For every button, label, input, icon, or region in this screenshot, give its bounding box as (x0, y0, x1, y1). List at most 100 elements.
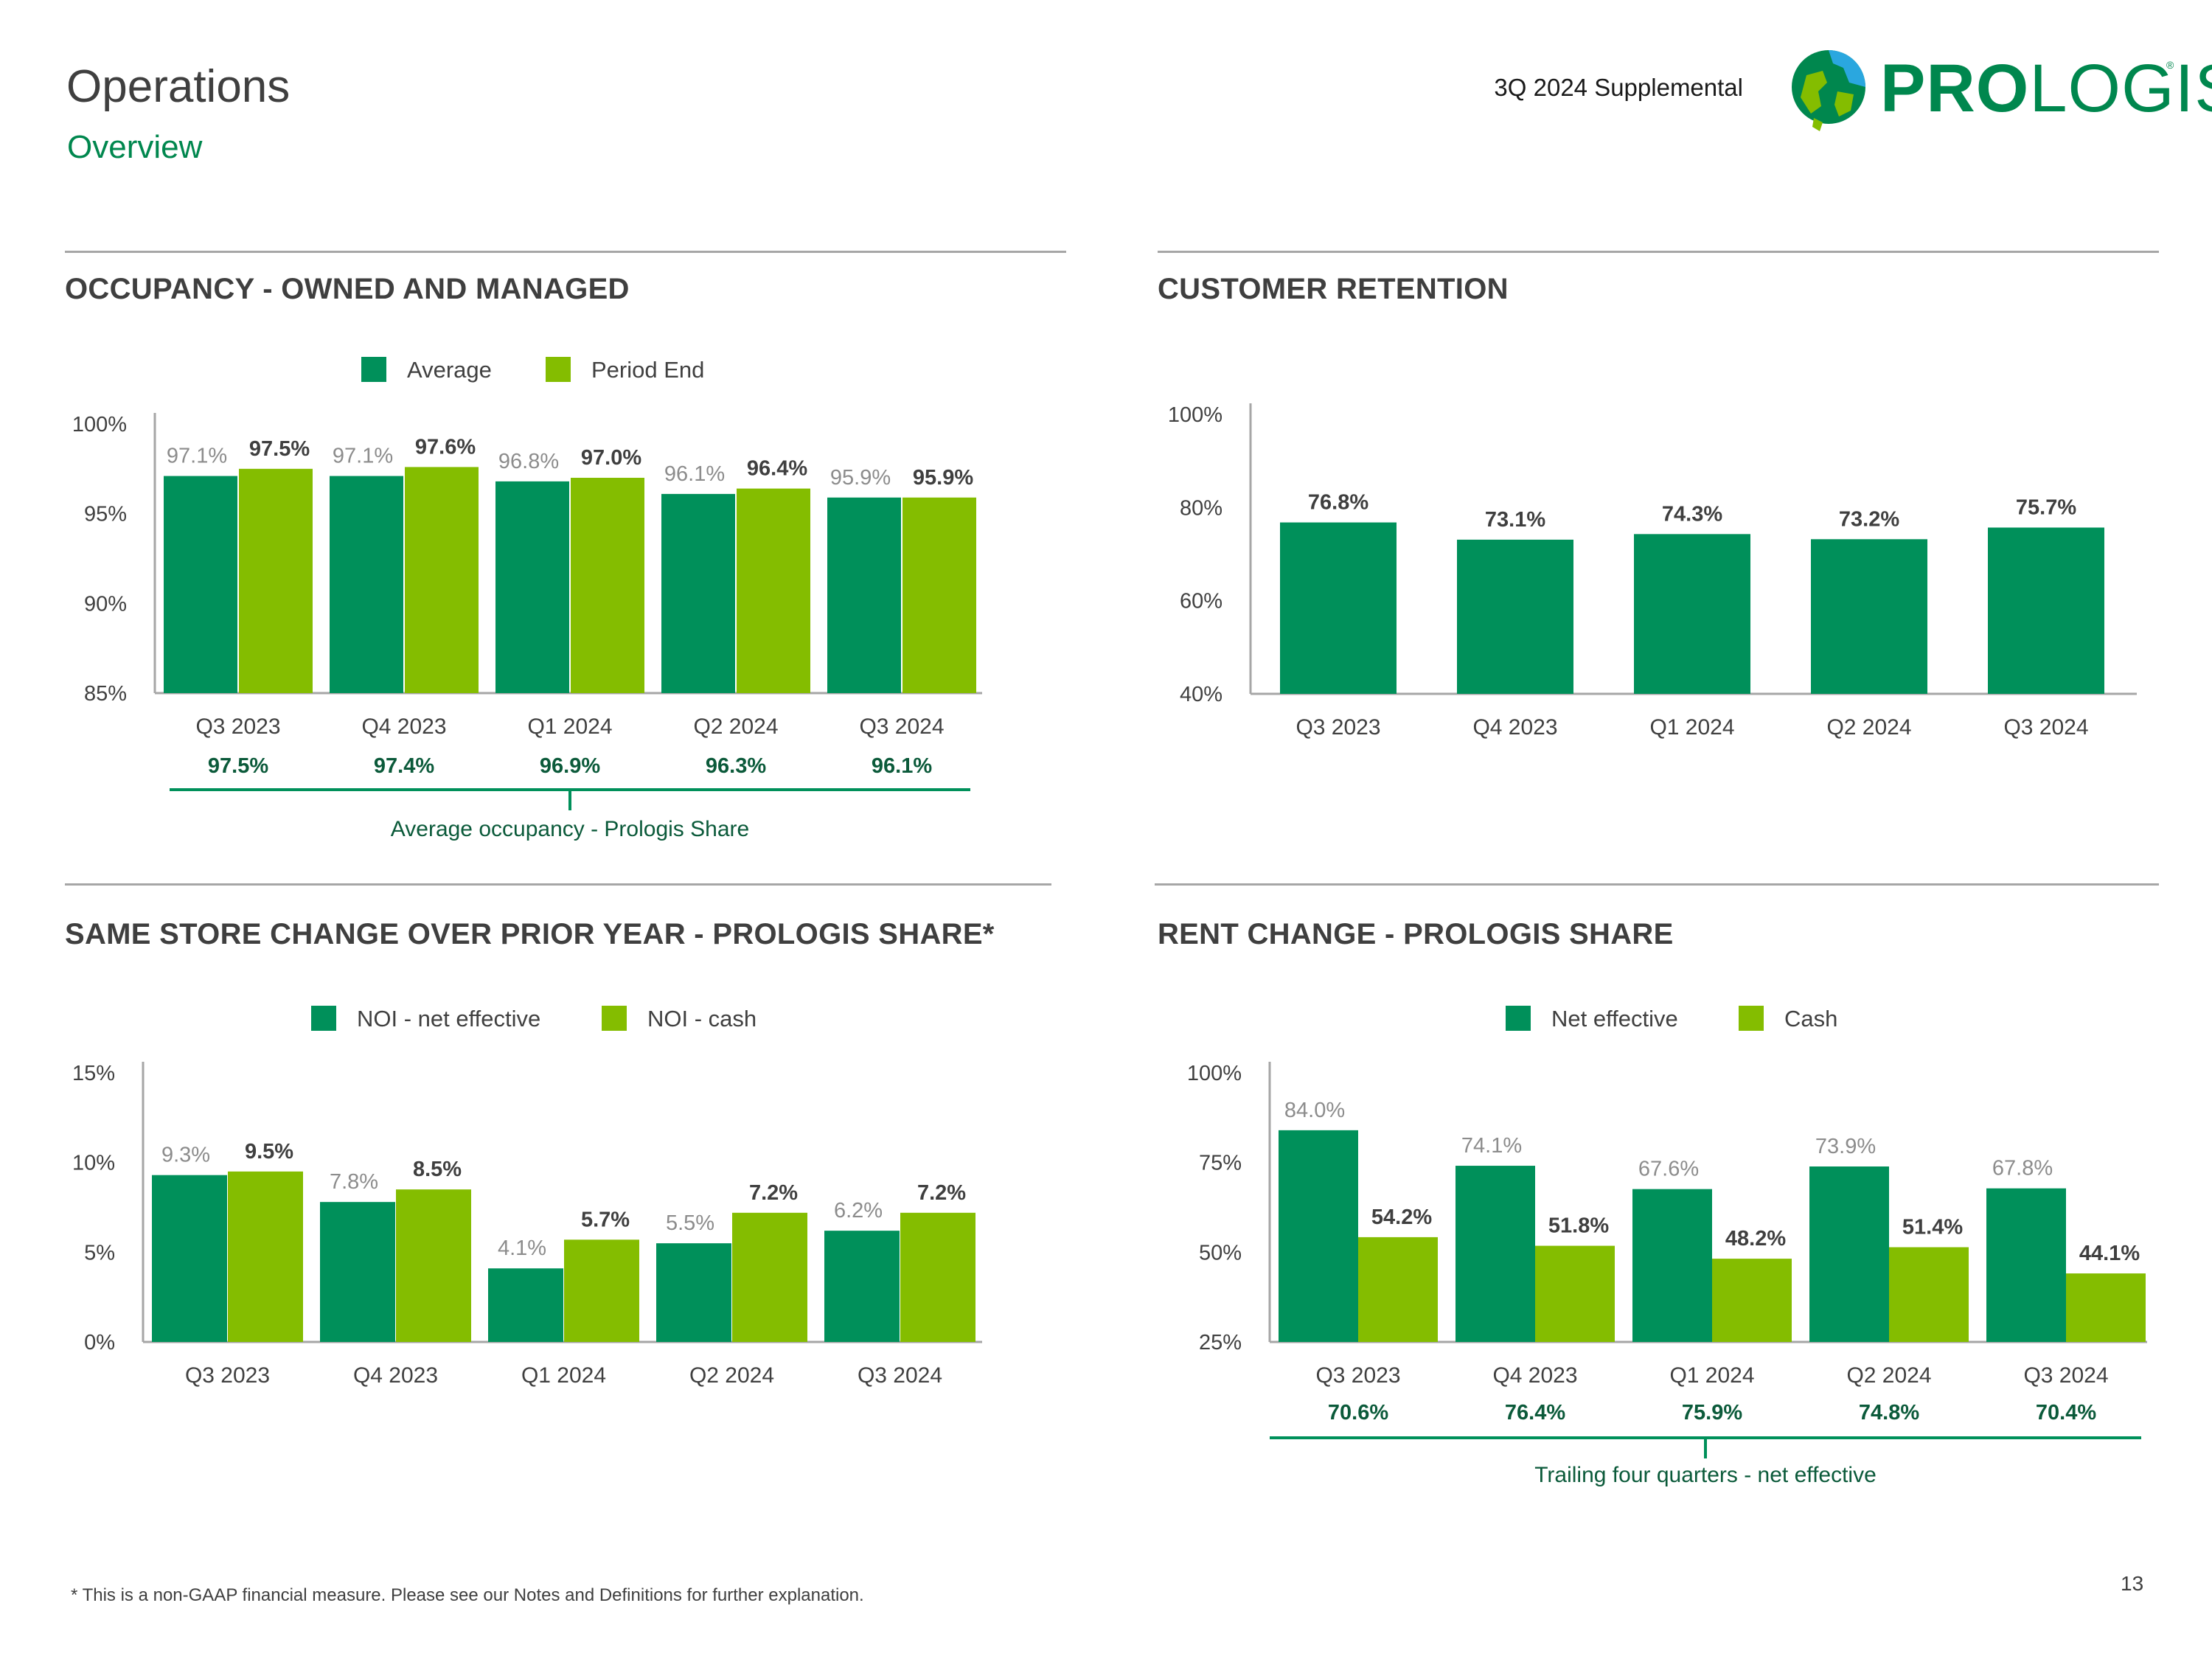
same_store-data-label: 7.8% (330, 1170, 378, 1194)
same_store-data-label: 8.5% (413, 1158, 462, 1181)
occupancy-footer-value: 96.9% (540, 754, 600, 778)
logo-wordmark: PROLOGIS (1880, 51, 2212, 126)
rent_change-footer-value: 70.4% (2036, 1401, 2096, 1425)
occupancy-x-tick-label: Q3 2023 (195, 714, 280, 739)
rent_change-data-label: 84.0% (1284, 1099, 1345, 1122)
occupancy-data-label: 97.5% (249, 437, 310, 461)
occupancy-bar (405, 467, 479, 693)
retention-x-tick-label: Q4 2023 (1472, 715, 1557, 740)
occupancy-footer-value: 96.1% (872, 754, 932, 778)
retention-x-tick-label: Q3 2023 (1295, 715, 1380, 740)
rent_change-y-tick-label: 75% (1199, 1152, 1242, 1175)
rent_change-legend-label: Net effective (1551, 1006, 1678, 1032)
occupancy-bar (571, 478, 644, 693)
occupancy-data-label: 97.1% (167, 445, 227, 468)
same_store-x-tick-label: Q4 2023 (353, 1363, 438, 1388)
same_store-bar (824, 1231, 900, 1342)
retention-y-tick-label: 60% (1180, 590, 1222, 613)
same_store-bar (656, 1243, 731, 1342)
retention-x-tick-label: Q1 2024 (1649, 715, 1734, 740)
retention-bar (1988, 527, 2104, 694)
rent_change-bar (1889, 1247, 1969, 1342)
same_store-legend-swatch (602, 1006, 627, 1031)
rent_change-data-label: 74.1% (1461, 1134, 1522, 1158)
rent_change-legend-label: Cash (1784, 1006, 1837, 1032)
logo-registered-mark: ® (2166, 59, 2174, 71)
retention-y-tick-label: 80% (1180, 496, 1222, 520)
same_store-x-tick-label: Q2 2024 (689, 1363, 774, 1388)
rent_change-data-label: 67.6% (1638, 1158, 1699, 1181)
occupancy-data-label: 97.0% (581, 446, 641, 470)
same_store-bar (228, 1171, 303, 1342)
same_store-y-tick-label: 15% (72, 1062, 115, 1085)
occupancy-bar (330, 476, 403, 693)
rent_change-data-label: 48.2% (1725, 1227, 1786, 1251)
rent_change-bar (1986, 1188, 2066, 1342)
section-rule (65, 251, 1066, 253)
section-rule (65, 883, 1051, 886)
same_store-x-tick-label: Q1 2024 (521, 1363, 606, 1388)
same_store-bar (564, 1239, 639, 1342)
retention-bar (1634, 534, 1750, 694)
retention-data-label: 76.8% (1308, 491, 1368, 515)
occupancy-bar (661, 493, 735, 693)
occupancy-y-tick-label: 100% (72, 413, 127, 437)
rent_change-bar (1809, 1166, 1889, 1342)
rent_change-bar (1712, 1259, 1792, 1342)
same_store-data-label: 9.5% (245, 1140, 293, 1164)
rent_change-data-label: 51.4% (1902, 1216, 1963, 1239)
same_store-x-tick-label: Q3 2023 (185, 1363, 270, 1388)
same_store-y-tick-label: 10% (72, 1152, 115, 1175)
same_store-bar (152, 1175, 227, 1342)
occupancy-legend-label: Period End (591, 357, 704, 383)
rent_change-legend-swatch (1506, 1006, 1531, 1031)
same_store-legend-label: NOI - net effective (357, 1006, 540, 1032)
rent_change-y-tick-label: 25% (1199, 1331, 1242, 1354)
page-title: Operations (66, 61, 291, 112)
rent_change-footer-value: 76.4% (1505, 1401, 1565, 1425)
rent_change-data-label: 51.8% (1548, 1214, 1609, 1238)
occupancy-data-label: 96.4% (747, 457, 807, 481)
rent_change-footer-value: 75.9% (1682, 1401, 1742, 1425)
same_store-bar (320, 1202, 395, 1342)
globe-logo-icon (1792, 50, 1865, 131)
section-rule (1158, 251, 2159, 253)
occupancy-y-tick-label: 95% (84, 503, 127, 526)
rent_change-data-label: 73.9% (1815, 1135, 1876, 1158)
occupancy-footer-value: 97.4% (374, 754, 434, 778)
same_store-data-label: 7.2% (749, 1181, 798, 1205)
occupancy-y-tick-label: 90% (84, 592, 127, 616)
retention-data-label: 73.1% (1485, 508, 1545, 532)
occupancy-data-label: 95.9% (913, 466, 973, 490)
occupancy-bar (164, 476, 237, 693)
occupancy-legend-label: Average (407, 357, 492, 383)
occupancy-bar (737, 488, 810, 693)
prologis-logo: PROLOGIS ® (1784, 46, 2212, 134)
retention-bar (1811, 539, 1927, 694)
occupancy-bar (902, 497, 976, 693)
occupancy-footer-value: 96.3% (706, 754, 766, 778)
occupancy-bar (827, 497, 901, 693)
retention-x-tick-label: Q2 2024 (1826, 715, 1911, 740)
rent_change-footer-value: 74.8% (1859, 1401, 1919, 1425)
retention-bar (1280, 522, 1397, 694)
rent_change-y-tick-label: 50% (1199, 1241, 1242, 1265)
occupancy-x-tick-label: Q1 2024 (527, 714, 612, 739)
retention-bar (1457, 539, 1573, 694)
occupancy-data-label: 95.9% (830, 466, 891, 490)
occupancy-bar (239, 468, 313, 693)
rent_change-data-label: 44.1% (2079, 1242, 2140, 1265)
same_store-data-label: 9.3% (161, 1144, 210, 1167)
occupancy-data-label: 97.6% (415, 435, 476, 459)
retention-x-tick-label: Q3 2024 (2003, 715, 2088, 740)
same_store-bar (900, 1212, 975, 1342)
retention-data-label: 74.3% (1662, 502, 1722, 526)
rent_change-x-tick-label: Q4 2023 (1492, 1363, 1577, 1388)
occupancy-bar (495, 481, 569, 693)
occupancy-data-label: 96.8% (498, 450, 559, 473)
occupancy-y-tick-label: 85% (84, 682, 127, 706)
occupancy-footer-label: Average occupancy - Prologis Share (391, 817, 749, 841)
rent_change-bar (2066, 1273, 2146, 1342)
rent_change-bar (1358, 1237, 1438, 1342)
